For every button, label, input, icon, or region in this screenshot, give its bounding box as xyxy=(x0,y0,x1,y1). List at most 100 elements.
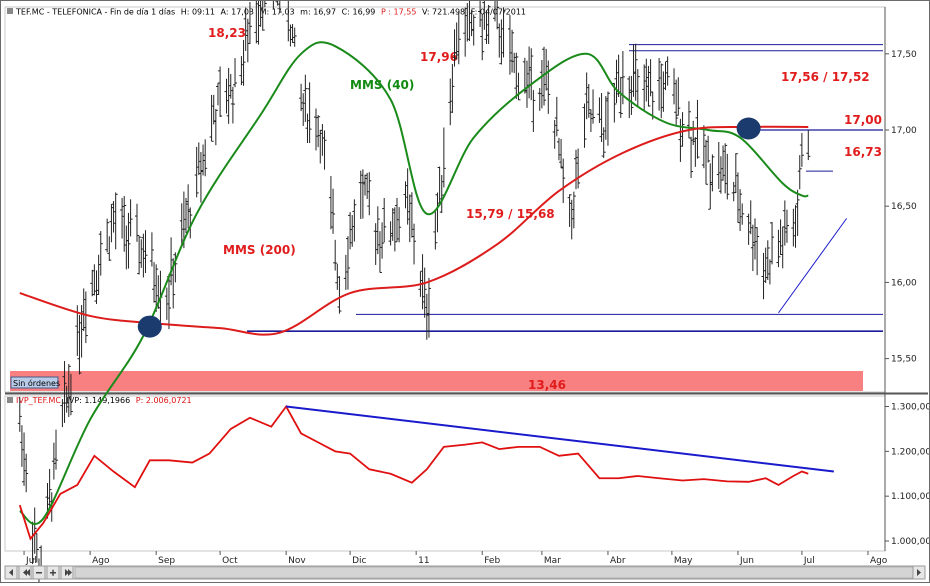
ohlc-bar xyxy=(377,231,382,273)
ohlc-bar xyxy=(514,52,519,100)
level-label-17-00: 17,00 xyxy=(844,113,882,127)
ohlc-bar xyxy=(241,39,246,86)
ohlc-bar xyxy=(307,82,312,144)
ohlc-bar xyxy=(686,101,691,139)
ohlc-bar xyxy=(292,27,297,47)
ohlc-bar xyxy=(635,69,640,107)
indicator-axis-label: 1.300,00 xyxy=(891,403,929,413)
ohlc-bar xyxy=(247,2,252,45)
ohlc-bar xyxy=(576,148,581,189)
ohlc-bar xyxy=(233,58,238,88)
ohlc-bar xyxy=(706,135,711,163)
ohlc-bar xyxy=(68,373,73,416)
indicator-axis-label: 1.100,00 xyxy=(891,492,929,502)
price-axis-label: 17,50 xyxy=(891,50,917,60)
ohlc-bar xyxy=(510,29,515,73)
ohlc-bar xyxy=(561,158,566,204)
ohlc-bar xyxy=(260,0,265,31)
ohlc-bar xyxy=(480,14,485,61)
indicator-p: P: 2.006,0721 xyxy=(136,396,192,405)
ohlc-bar xyxy=(422,267,427,318)
ohlc-bar xyxy=(397,207,402,243)
level-label-16-73: 16,73 xyxy=(844,145,882,159)
ohlc-bar xyxy=(554,96,559,137)
ohlc-bar xyxy=(375,206,380,255)
ohlc-bar xyxy=(218,66,223,117)
ohlc-bars xyxy=(17,0,811,586)
time-axis-label: Nov xyxy=(288,556,306,566)
ohlc-bar xyxy=(618,76,623,118)
ohlc-bar xyxy=(126,212,131,269)
ohlc-bar xyxy=(113,192,118,250)
ohlc-bar xyxy=(352,199,357,242)
mms200-label: MMS (200) xyxy=(223,243,296,257)
zoom-out-icon xyxy=(36,572,42,574)
ohlc-bar xyxy=(799,133,804,167)
ohlc-bar xyxy=(77,314,82,375)
ohlc-bar xyxy=(134,203,139,242)
ohlc-bar xyxy=(674,79,679,125)
zoom-in-icon xyxy=(50,569,56,576)
ohlc-bar xyxy=(441,127,446,188)
ohlc-bar xyxy=(650,91,655,120)
ohlc-bar xyxy=(137,235,142,275)
scroll-left-icon xyxy=(9,569,13,576)
scrollbar-thumb[interactable] xyxy=(74,566,914,579)
time-axis-label: Dic xyxy=(352,556,366,566)
header-a: A: 17,03 xyxy=(221,8,254,17)
level-label-15-79-15-68: 15,79 / 15,68 xyxy=(466,207,555,221)
window-menu-icon[interactable] xyxy=(7,8,13,14)
indicator-axis-label: 1.200,00 xyxy=(891,447,929,457)
indicator-menu-icon[interactable] xyxy=(7,397,13,403)
ohlc-bar xyxy=(275,0,279,6)
ohlc-bar xyxy=(765,240,770,280)
header-symbol: TEF.MC - TELEFONICA - Fin de día 1 días xyxy=(15,8,175,17)
level-label-13-46: 13,46 xyxy=(528,378,566,392)
indicator-value: IVP: 1.149,1966 xyxy=(67,396,131,405)
indicator-axis-label: 1.000,00 xyxy=(891,537,929,547)
ohlc-bar xyxy=(529,48,534,101)
ohlc-bar xyxy=(725,153,730,200)
low-band-13-46 xyxy=(10,371,863,391)
ohlc-bar xyxy=(345,236,350,290)
ohlc-bar xyxy=(784,209,789,243)
ohlc-bar xyxy=(203,139,208,177)
horizontal-scrollbar[interactable] xyxy=(4,565,926,580)
ohlc-bar xyxy=(333,239,338,271)
header-h: H: 09:11 xyxy=(181,8,215,17)
ohlc-bar xyxy=(122,195,127,252)
header-f: F: 04/07/2011 xyxy=(471,8,526,17)
ohlc-bar xyxy=(542,46,547,106)
ohlc-bar xyxy=(531,90,536,132)
ohlc-bar xyxy=(755,227,760,276)
ohlc-bar xyxy=(797,155,802,190)
ohlc-bar xyxy=(471,14,476,46)
ohlc-bar xyxy=(701,125,706,169)
ohlc-bar xyxy=(382,198,387,243)
ohlc-bar xyxy=(806,130,811,161)
ohlc-bar xyxy=(173,252,178,283)
ohlc-bar xyxy=(154,264,159,312)
ohlc-bar xyxy=(143,230,148,274)
ohlc-bar xyxy=(426,277,431,338)
support-trendline xyxy=(778,218,848,314)
header-c: C: 16,99 xyxy=(342,8,376,17)
ohlc-bar xyxy=(776,229,781,268)
ohlc-bar xyxy=(629,75,634,115)
ohlc-bar xyxy=(47,468,52,507)
scroll-right-icon xyxy=(917,569,921,576)
ohlc-bar xyxy=(738,189,743,232)
ohlc-bar xyxy=(188,207,193,239)
ohlc-bar xyxy=(605,91,610,146)
time-axis-label: Jul xyxy=(803,556,815,566)
time-axis-label: May xyxy=(674,556,693,566)
time-axis-label: Ago xyxy=(92,556,110,566)
time-axis-label: Jul xyxy=(25,556,37,566)
ohlc-bar xyxy=(412,223,417,265)
ohlc-bar xyxy=(601,127,606,158)
ohlc-bar xyxy=(303,74,308,122)
price-axis-label: 16,00 xyxy=(891,278,917,288)
status-badge[interactable] xyxy=(10,376,59,389)
ohlc-bar xyxy=(703,139,708,185)
